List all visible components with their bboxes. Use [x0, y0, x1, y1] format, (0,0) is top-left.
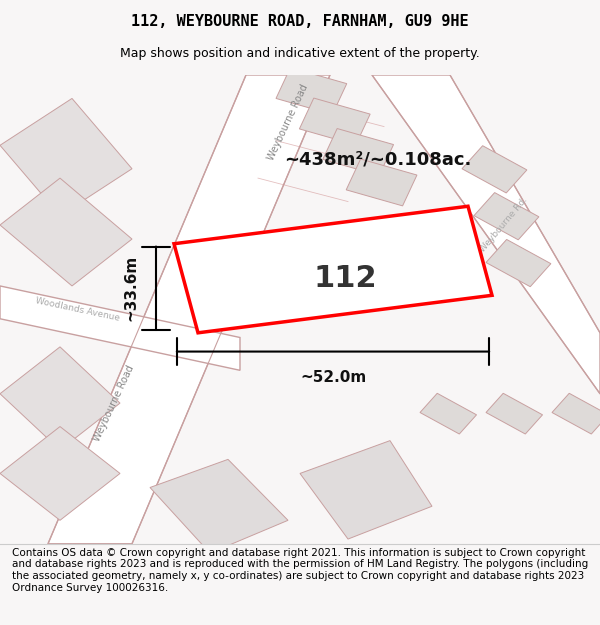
Polygon shape	[346, 159, 417, 206]
Polygon shape	[48, 75, 330, 544]
Text: Weybourne Road: Weybourne Road	[92, 364, 136, 442]
Text: ~438m²/~0.108ac.: ~438m²/~0.108ac.	[284, 151, 472, 168]
Polygon shape	[0, 286, 240, 370]
Polygon shape	[552, 393, 600, 434]
Text: ~52.0m: ~52.0m	[300, 370, 366, 385]
Text: Map shows position and indicative extent of the property.: Map shows position and indicative extent…	[120, 48, 480, 61]
Polygon shape	[486, 239, 551, 287]
Polygon shape	[0, 178, 132, 286]
Polygon shape	[0, 347, 120, 450]
Text: Weybourne Rd.: Weybourne Rd.	[478, 196, 530, 254]
Text: 112: 112	[313, 264, 377, 293]
Polygon shape	[276, 68, 347, 114]
Text: Weybourne Road: Weybourne Road	[266, 82, 310, 161]
Text: Woodlands Avenue: Woodlands Avenue	[35, 296, 121, 322]
Polygon shape	[174, 206, 492, 332]
Polygon shape	[462, 146, 527, 193]
Text: 112, WEYBOURNE ROAD, FARNHAM, GU9 9HE: 112, WEYBOURNE ROAD, FARNHAM, GU9 9HE	[131, 14, 469, 29]
Polygon shape	[150, 459, 288, 553]
Text: Contains OS data © Crown copyright and database right 2021. This information is : Contains OS data © Crown copyright and d…	[12, 548, 588, 592]
Text: ~33.6m: ~33.6m	[123, 255, 138, 321]
Polygon shape	[300, 441, 432, 539]
Polygon shape	[299, 98, 370, 145]
Polygon shape	[0, 426, 120, 520]
Polygon shape	[0, 98, 132, 216]
Polygon shape	[372, 75, 600, 394]
Polygon shape	[420, 393, 476, 434]
Polygon shape	[474, 192, 539, 240]
Polygon shape	[486, 393, 542, 434]
Polygon shape	[323, 129, 394, 176]
